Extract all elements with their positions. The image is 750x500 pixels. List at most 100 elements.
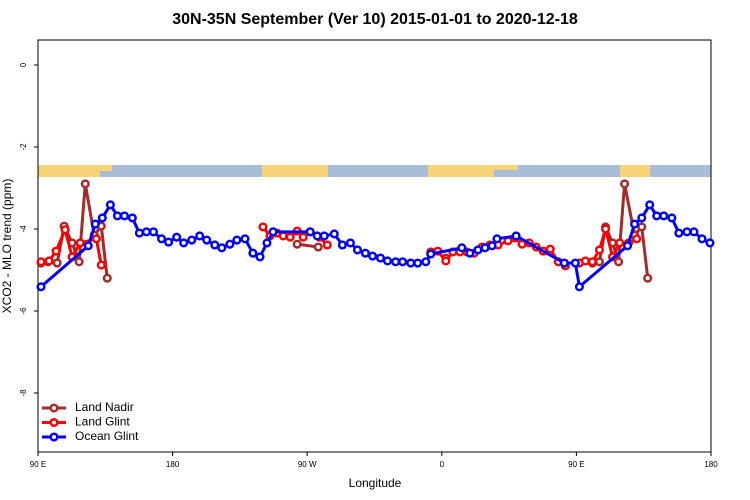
data-point (667, 213, 677, 223)
data-point (74, 257, 84, 267)
data-point (248, 248, 258, 258)
data-point (217, 243, 227, 253)
data-point (240, 234, 250, 244)
x-tick-label: 0 (440, 460, 445, 469)
data-point (83, 241, 93, 251)
y-tick-label: 0 (19, 62, 28, 67)
legend-label: Land Nadir (75, 400, 134, 414)
data-point (480, 243, 490, 253)
data-point (659, 211, 669, 221)
data-point (511, 231, 521, 241)
y-tick-label: -8 (19, 389, 28, 397)
data-point (210, 240, 220, 250)
data-point (337, 240, 347, 250)
data-point (258, 222, 268, 232)
data-point (601, 224, 611, 234)
land-strip (38, 165, 100, 177)
data-point (574, 282, 584, 292)
data-point (375, 253, 386, 263)
legend-marker (49, 432, 59, 442)
data-point (172, 232, 182, 242)
x-axis-label: Longitude (349, 476, 402, 490)
data-point (112, 211, 122, 221)
data-point (630, 219, 640, 229)
data-point (36, 282, 46, 292)
data-point (285, 232, 295, 242)
land-strip (428, 165, 494, 177)
data-point (187, 235, 197, 245)
data-point (689, 227, 699, 237)
data-point (421, 257, 431, 267)
data-point (195, 231, 205, 241)
land-strip (494, 165, 518, 170)
data-point (292, 239, 302, 249)
data-point (614, 257, 624, 267)
data-point (682, 227, 692, 237)
data-point (102, 273, 112, 283)
data-point (652, 211, 662, 221)
data-point (487, 241, 497, 251)
data-point (587, 257, 597, 267)
data-point (141, 227, 151, 237)
ocean-strip (38, 165, 711, 177)
data-point (96, 260, 106, 270)
data-point (426, 249, 436, 259)
data-point (127, 213, 137, 223)
land-strip (620, 165, 650, 177)
y-tick-label: -6 (19, 307, 28, 315)
data-point (329, 229, 339, 239)
data-point (594, 257, 604, 267)
data-point (179, 238, 189, 248)
data-point (368, 251, 378, 261)
data-point (156, 234, 167, 244)
data-point (262, 238, 272, 248)
data-point (637, 213, 647, 223)
data-point (305, 227, 315, 237)
data-point (570, 258, 580, 268)
data-point (643, 273, 653, 283)
data-point (382, 256, 393, 266)
data-point (105, 200, 115, 210)
legend-marker (49, 417, 59, 428)
data-point (441, 256, 451, 266)
data-point (91, 234, 101, 244)
x-tick-label: 90 E (30, 460, 46, 469)
data-point (457, 243, 467, 253)
data-point (545, 244, 555, 254)
data-point (148, 227, 159, 237)
land-strip (262, 165, 328, 177)
data-point (44, 256, 54, 266)
data-point (75, 238, 85, 248)
data-point (413, 258, 423, 268)
x-tick-label: 180 (166, 460, 180, 469)
data-point (90, 219, 100, 229)
data-point (465, 248, 475, 258)
x-tick-label: 90 W (298, 460, 317, 469)
x-tick-label: 180 (704, 460, 718, 469)
legend-label: Land Glint (75, 415, 130, 429)
data-point (225, 239, 235, 249)
data-point (164, 237, 174, 247)
legend-marker (49, 403, 59, 413)
data-point (352, 245, 363, 255)
y-tick-label: -4 (19, 225, 28, 233)
y-axis-label: XCO2 - MLO trend (ppm) (0, 179, 14, 314)
data-point (36, 257, 46, 267)
data-point (313, 242, 323, 252)
data-point (674, 228, 684, 238)
data-point (312, 231, 322, 241)
data-point (398, 257, 408, 267)
data-point (80, 179, 90, 189)
data-point (620, 179, 630, 189)
legend-label: Ocean Glint (75, 429, 139, 443)
data-point (232, 235, 242, 245)
data-point (594, 245, 604, 255)
data-point (580, 256, 590, 266)
series-line (40, 226, 638, 268)
data-point (492, 234, 502, 244)
data-point (360, 248, 370, 258)
y-tick-label: -2 (19, 143, 28, 151)
land-mask (38, 165, 711, 177)
data-point (52, 258, 62, 268)
